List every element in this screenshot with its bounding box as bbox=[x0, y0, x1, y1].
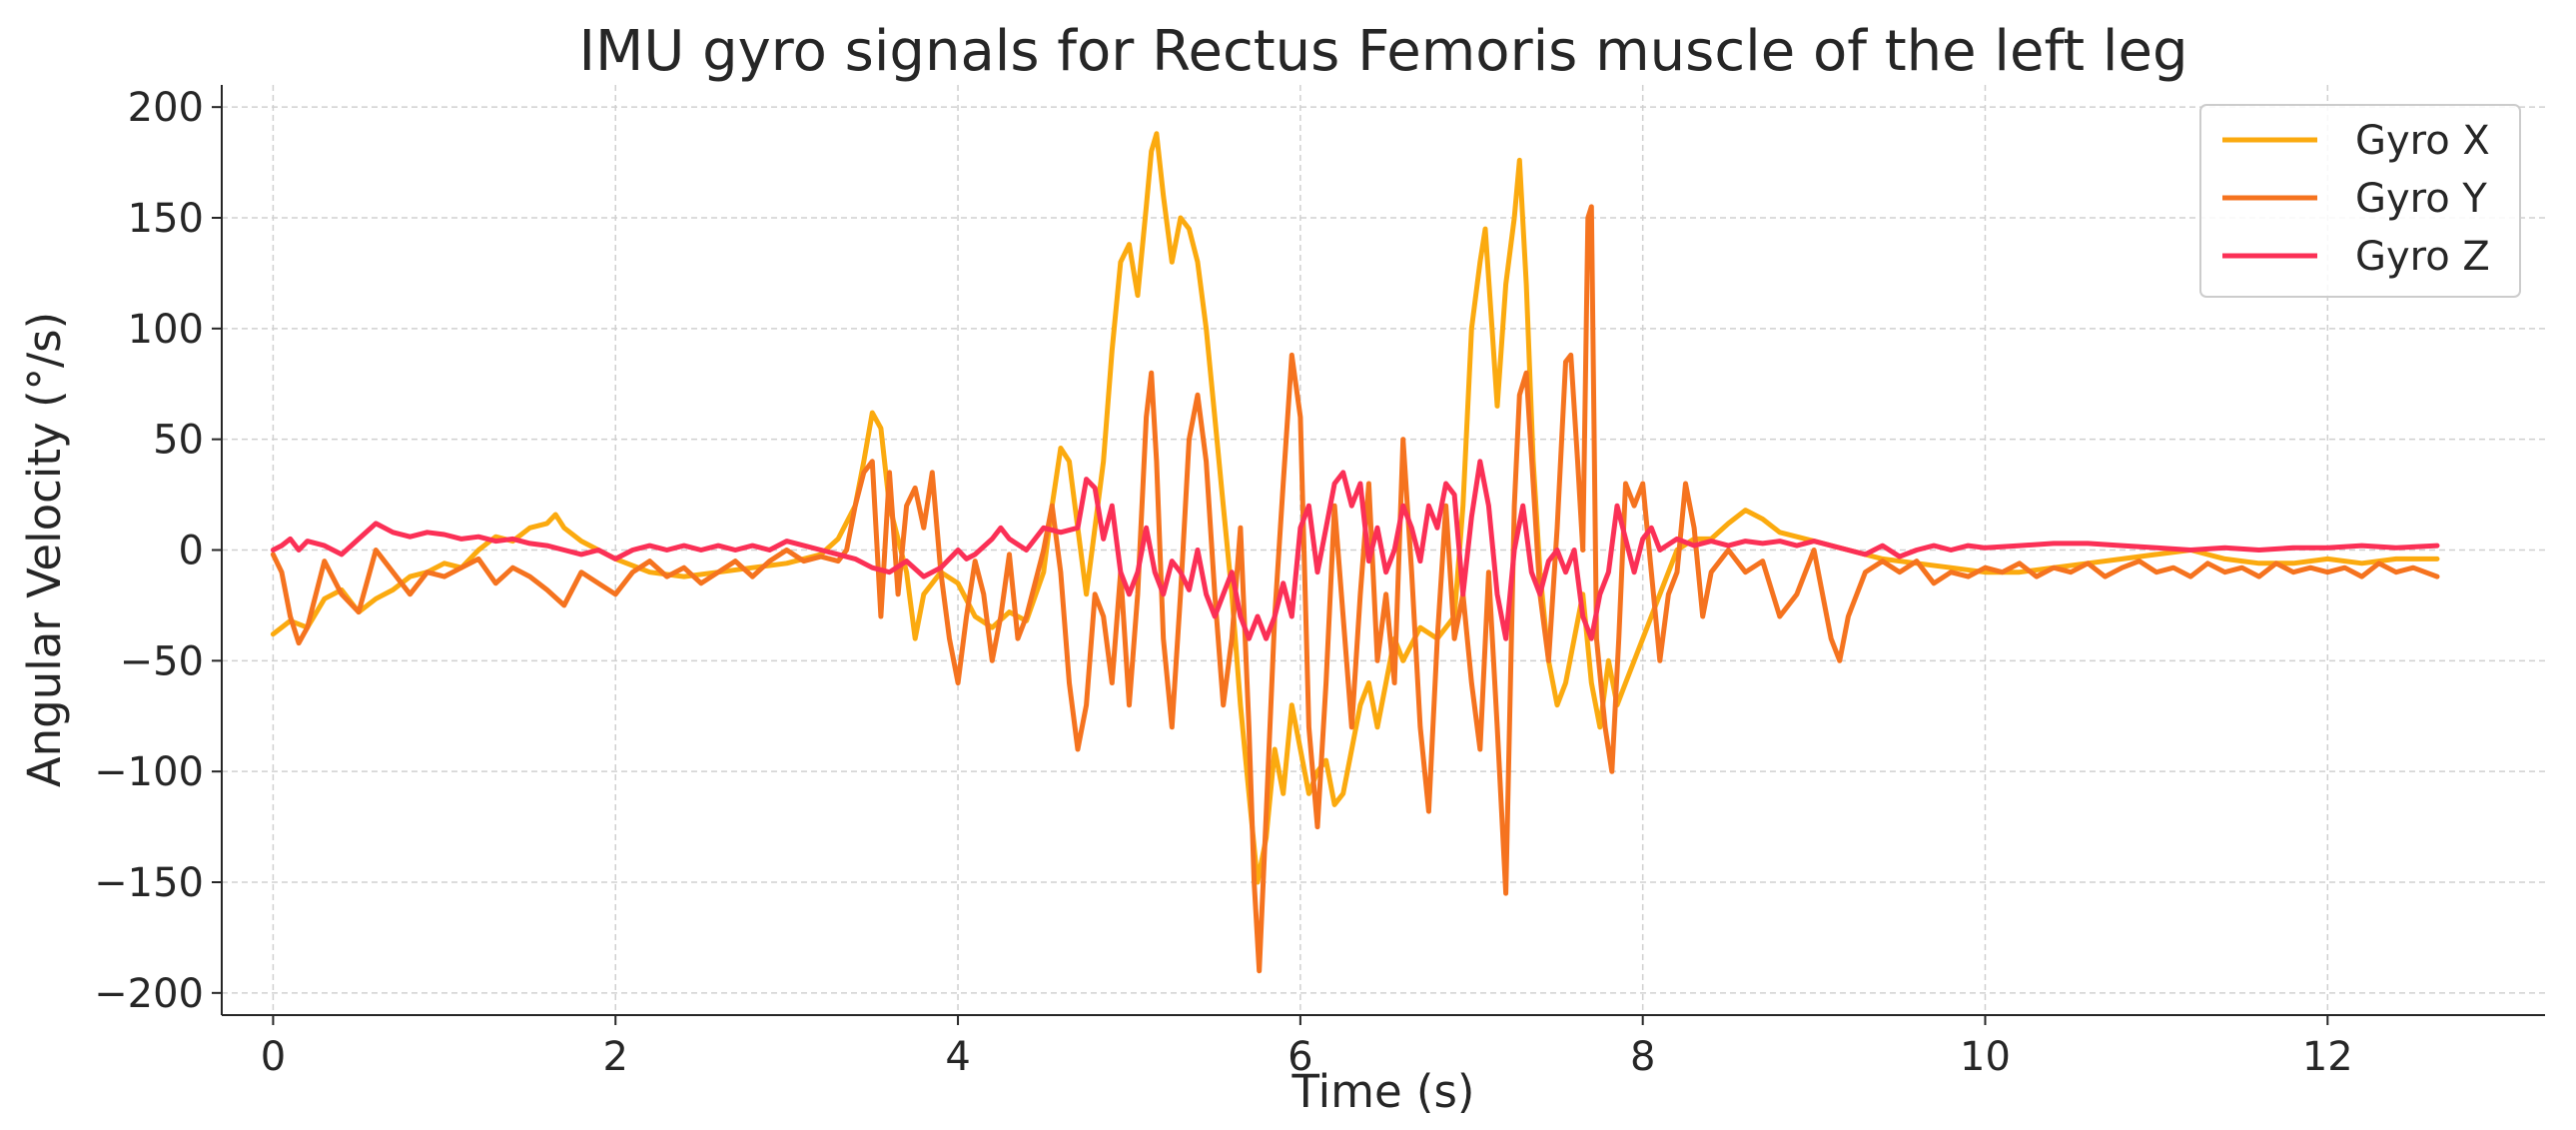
y-axis-label: Angular Velocity (°/s) bbox=[18, 312, 71, 787]
y-tick-label: 200 bbox=[128, 85, 204, 131]
y-tick-label: 0 bbox=[179, 529, 204, 574]
tick-labels: 0 2 4 6 8 10 12 −200 −150 −100 −50 0 50 100 150 200 bbox=[94, 85, 2353, 1080]
legend-items: Gyro X Gyro Y Gyro Z bbox=[2222, 118, 2490, 280]
series-line-gyro-z bbox=[270, 459, 2440, 641]
x-tick-label: 8 bbox=[1630, 1034, 1655, 1080]
legend-label: Gyro X bbox=[2355, 118, 2490, 164]
axes bbox=[212, 85, 2545, 1025]
y-tick-label: 50 bbox=[153, 418, 204, 464]
legend-label: Gyro Z bbox=[2355, 234, 2490, 280]
x-tick-label: 10 bbox=[1960, 1034, 2011, 1080]
y-tick-label: −150 bbox=[94, 860, 204, 906]
x-tick-label: 0 bbox=[261, 1034, 286, 1080]
x-axis-label: Time (s) bbox=[1291, 1065, 1475, 1118]
y-tick-label: 150 bbox=[128, 196, 204, 242]
series-line-gyro-y bbox=[270, 204, 2440, 974]
x-tick-label: 2 bbox=[603, 1034, 628, 1080]
x-tick-label: 12 bbox=[2302, 1034, 2353, 1080]
x-tick-label: 4 bbox=[945, 1034, 970, 1080]
legend-frame bbox=[2199, 104, 2521, 298]
chart-title: IMU gyro signals for Rectus Femoris musc… bbox=[579, 19, 2188, 84]
y-tick-label: −100 bbox=[94, 749, 204, 795]
x-tick-label: 6 bbox=[1288, 1034, 1312, 1080]
y-tick-label: 100 bbox=[128, 307, 204, 353]
y-tick-label: −50 bbox=[120, 638, 204, 684]
legend-label: Gyro Y bbox=[2355, 176, 2487, 222]
legend: Gyro X Gyro Y Gyro Z bbox=[2199, 104, 2521, 298]
y-tick-label: −200 bbox=[94, 971, 204, 1017]
series-lines bbox=[270, 131, 2440, 974]
